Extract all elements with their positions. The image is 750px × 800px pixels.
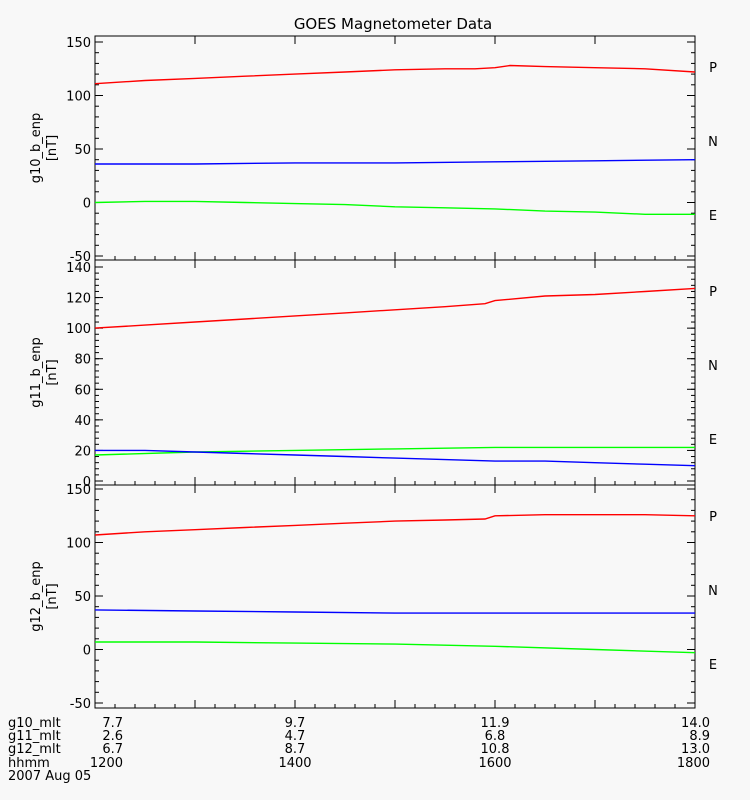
y-tick-label: 0 <box>83 197 91 212</box>
y-axis-label: g10_b_enp <box>29 113 44 184</box>
series-line-P <box>94 287 696 329</box>
legend-P: P <box>709 61 717 76</box>
y-tick-label: 150 <box>66 483 91 498</box>
x-row-value: 9.7 <box>285 716 306 731</box>
legend-E: E <box>709 658 717 673</box>
y-axis-label: g12_b_enp <box>29 561 44 632</box>
x-row-label: hhmm <box>8 756 50 771</box>
y-tick-label: 60 <box>74 383 91 398</box>
series-line-E <box>94 200 695 216</box>
y-tick-label: 100 <box>66 90 91 105</box>
y-axis-unit: [nT] <box>45 583 60 609</box>
y-tick-label: 100 <box>66 537 91 552</box>
panel-3: -50 0 50 100 150 g12_b_enp [nT] P N E <box>29 483 718 712</box>
x-row-value: 1400 <box>278 756 311 771</box>
y-tick-label: 40 <box>74 414 91 429</box>
series-line-E <box>95 641 696 654</box>
x-row-label: g12_mlt <box>8 742 61 757</box>
panel-1: -50 0 50 100 150 g10_b_enp [nT] P N E <box>29 35 718 265</box>
x-row-value: 1200 <box>90 756 123 771</box>
y-tick-label: 100 <box>66 322 91 337</box>
y-tick-label: 50 <box>74 590 91 605</box>
series-line-N <box>95 159 696 165</box>
legend-E: E <box>709 433 717 448</box>
x-row-value: 10.8 <box>481 742 510 757</box>
x-row-value: 7.7 <box>102 716 123 731</box>
x-row-value: 13.0 <box>681 742 710 757</box>
x-row-value: 1800 <box>677 756 710 771</box>
y-tick-label: 0 <box>83 475 91 490</box>
chart-title: GOES Magnetometer Data <box>294 15 492 33</box>
series-line-N <box>94 609 695 614</box>
series-line-E <box>95 449 696 467</box>
panel-frame <box>94 484 696 709</box>
y-tick-label: 140 <box>66 261 91 276</box>
series-line-P <box>94 64 696 85</box>
legend-N: N <box>708 135 718 150</box>
x-axis-table: g10_mlt 7.7 9.7 11.9 14.0 g11_mlt 2.6 4.7 6.8 8.9… <box>8 716 710 771</box>
y-tick-label: 0 <box>83 644 91 659</box>
y-tick-label: 80 <box>74 353 91 368</box>
x-row-value: 4.7 <box>285 729 306 744</box>
y-tick-label: -50 <box>70 250 91 265</box>
y-tick-label: 50 <box>74 143 91 158</box>
y-tick-label: 150 <box>66 36 91 51</box>
x-row-value: 6.7 <box>102 742 123 757</box>
x-row-label: g10_mlt <box>8 716 61 731</box>
x-row-value: 11.9 <box>481 716 510 731</box>
date-label: 2007 Aug 05 <box>8 769 91 784</box>
y-axis-unit: [nT] <box>45 135 60 161</box>
legend-N: N <box>708 359 718 374</box>
y-tick-label: 20 <box>74 444 91 459</box>
y-axis-label: g11_b_enp <box>29 337 44 408</box>
legend-N: N <box>708 584 718 599</box>
y-axis-unit: [nT] <box>45 359 60 385</box>
y-tick-label: 120 <box>66 292 91 307</box>
x-row-value: 2.6 <box>102 729 123 744</box>
legend-P: P <box>709 285 717 300</box>
x-row-value: 1600 <box>478 756 511 771</box>
x-row-value: 14.0 <box>681 716 710 731</box>
y-tick-label: -50 <box>70 697 91 712</box>
legend-E: E <box>709 209 717 224</box>
panel-2: 0 20 40 60 80 100 120 140 g11_b_enp [nT] P N E <box>29 259 718 490</box>
series-line-P <box>94 514 696 536</box>
x-row-label: g11_mlt <box>8 729 61 744</box>
x-row-value: 6.8 <box>485 729 506 744</box>
legend-P: P <box>709 510 717 525</box>
x-row-value: 8.9 <box>689 729 710 744</box>
x-row-value: 8.7 <box>285 742 306 757</box>
